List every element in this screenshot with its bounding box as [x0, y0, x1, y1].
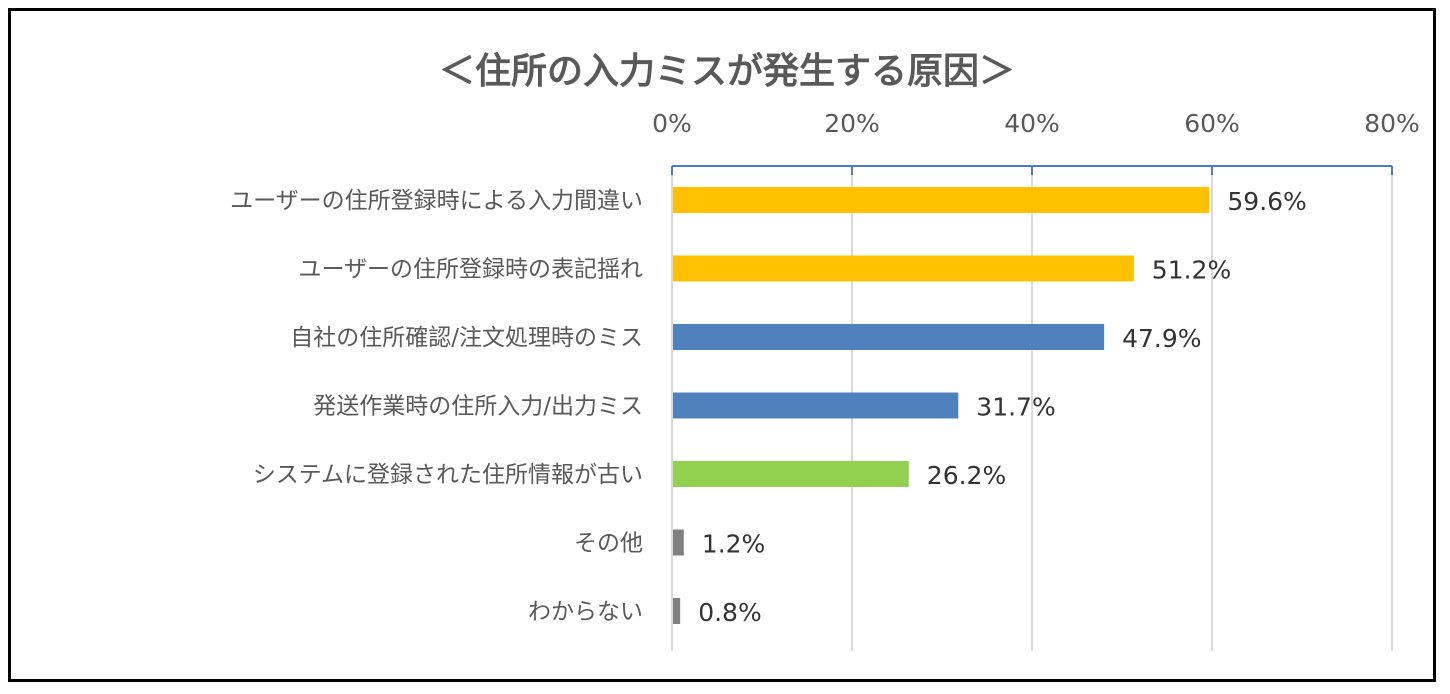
value-label: 1.2%: [702, 530, 766, 559]
bar: [673, 598, 681, 624]
x-tick-label: 0%: [652, 109, 692, 138]
value-label: 0.8%: [698, 598, 762, 627]
bar: [673, 392, 959, 419]
category-label: わからない: [528, 599, 643, 625]
category-label: システムに登録された住所情報が古い: [253, 462, 643, 488]
chart-frame: ＜住所の入力ミスが発生する原因＞ 0% 20% 40% 60% 80% ユーザーの住所登…: [8, 8, 1436, 682]
x-tick-label: 60%: [1184, 109, 1240, 138]
category-label: 自社の住所確認/注文処理時のミス: [290, 325, 643, 351]
bar: [673, 461, 909, 487]
bar-chart: ＜住所の入力ミスが発生する原因＞ 0% 20% 40% 60% 80% ユーザーの住所登…: [230, 51, 1420, 651]
category-labels: ユーザーの住所登録時による入力間違いユーザーの住所登録時の表記揺れ自社の住所確認…: [230, 188, 643, 625]
x-tick-labels: 0% 20% 40% 60% 80%: [652, 109, 1420, 138]
chart-title: ＜住所の入力ミスが発生する原因＞: [439, 51, 1015, 92]
value-label: 26.2%: [927, 461, 1006, 490]
value-label: 47.9%: [1122, 324, 1201, 353]
bars: [673, 187, 1210, 624]
category-label: その他: [574, 531, 643, 557]
x-tick-label: 40%: [1004, 109, 1060, 138]
category-label: ユーザーの住所登録時の表記揺れ: [298, 257, 643, 283]
value-label: 51.2%: [1152, 256, 1231, 285]
gridlines: [671, 166, 1393, 651]
x-tick-label: 20%: [824, 109, 880, 138]
bar: [673, 529, 684, 556]
value-labels: 59.6% 51.2% 47.9% 31.7% 26.2% 1.2% 0.8%: [698, 187, 1307, 627]
value-label: 59.6%: [1227, 187, 1306, 216]
bar: [673, 187, 1210, 213]
x-axis: [671, 165, 1393, 175]
value-label: 31.7%: [976, 393, 1055, 422]
category-label: 発送作業時の住所入力/出力ミス: [313, 394, 643, 420]
x-tick-label: 80%: [1364, 109, 1420, 138]
category-label: ユーザーの住所登録時による入力間違い: [230, 188, 643, 214]
bar: [673, 255, 1134, 282]
bar: [673, 324, 1105, 350]
